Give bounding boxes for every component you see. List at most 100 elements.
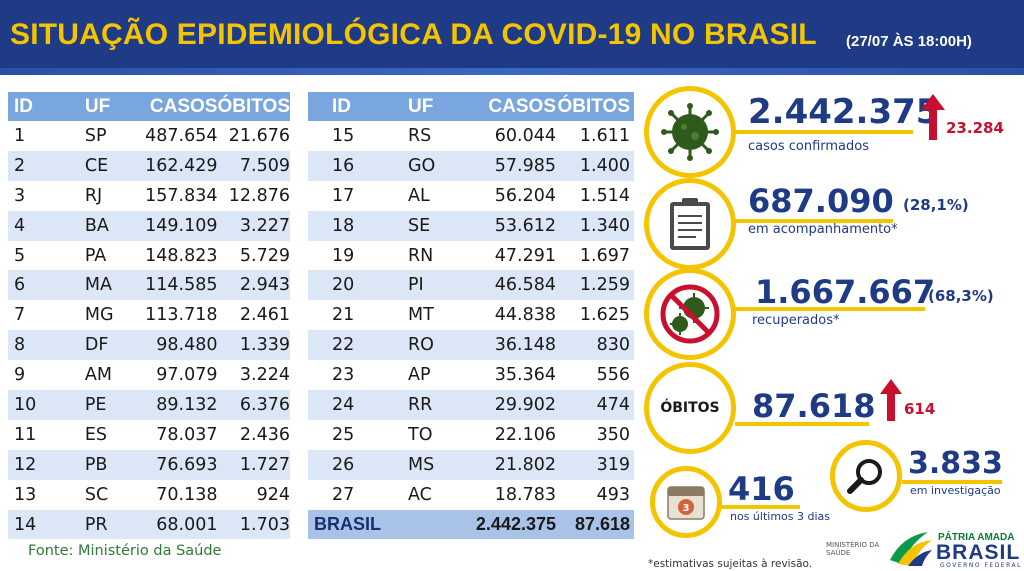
cell-uf: MA [62, 270, 133, 301]
cell-casos: 57.985 [466, 150, 556, 181]
cell-casos: 53.612 [466, 210, 556, 241]
cell-obitos: 556 [596, 365, 630, 386]
cell-casos: 35.364 [494, 365, 556, 386]
cell-obitos: 1.340 [556, 210, 634, 241]
cell-obitos: 1.727 [217, 449, 290, 480]
cell-obitos: 1.514 [579, 185, 630, 206]
clipboard-icon [670, 198, 710, 250]
clipboard-icon-circle [644, 178, 736, 270]
magnifier-icon [847, 459, 882, 494]
cell-id: 9 [14, 365, 26, 386]
cell-casos: 22.106 [494, 424, 556, 445]
table-row: 27 AC 18.783 493 [308, 480, 634, 510]
table-row: 9 AM 97.079 3.224 [8, 360, 290, 390]
footnote: *estimativas sujeitas à revisão. [648, 558, 813, 570]
cell-id: 17 [332, 185, 355, 206]
cell-obitos: 1.339 [217, 330, 290, 361]
recovered-percent: (68,3%) [928, 287, 994, 305]
total-obitos: 87.618 [556, 509, 634, 540]
cell-obitos: 830 [556, 330, 634, 361]
confirmed-underline [735, 130, 913, 134]
cell-obitos: 319 [556, 449, 634, 480]
table-row: 18 SE 53.612 1.340 [308, 210, 634, 241]
header-strip [0, 68, 1024, 75]
cell-uf: ES [84, 424, 108, 445]
page-subtitle: (27/07 ÀS 18:00H) [846, 33, 972, 50]
header-casos: CASOS [132, 92, 218, 121]
cell-obitos: 474 [556, 390, 634, 420]
cell-obitos: 3.227 [217, 210, 290, 241]
confirmed-increase: 23.284 [946, 119, 1004, 137]
table-header-row: ID UF CASOS ÓBITOS [8, 92, 290, 121]
cell-id: 12 [8, 449, 63, 480]
brasil-text: BRASIL [936, 541, 1021, 564]
cell-id: 27 [332, 484, 355, 505]
cell-obitos: 1.259 [556, 270, 634, 301]
cell-id: 19 [332, 245, 355, 266]
table-row: 16 GO 57.985 1.400 [308, 150, 634, 181]
header-id: ID [8, 92, 63, 121]
cell-uf: GO [380, 150, 466, 181]
source-note: Fonte: Ministério da Saúde [28, 543, 222, 559]
cell-uf: AM [84, 365, 112, 386]
confirmed-label: casos confirmados [748, 139, 869, 154]
table-row: 13 SC 70.138 924 [8, 480, 290, 510]
monitoring-underline [735, 219, 893, 223]
cell-casos: 157.834 [145, 185, 218, 206]
confirmed-value: 2.442.375 [748, 92, 940, 132]
cell-uf: RR [380, 390, 466, 420]
table-row: 24 RR 29.902 474 [308, 390, 634, 420]
cell-casos: 98.480 [132, 330, 218, 361]
header-bar [0, 0, 1024, 72]
cell-casos: 78.037 [156, 424, 218, 445]
table-row: 14 PR 68.001 1.703 [8, 509, 290, 540]
table-row: 3 RJ 157.834 12.876 [8, 181, 290, 211]
cell-uf: TO [408, 424, 433, 445]
monitoring-percent: (28,1%) [903, 196, 969, 214]
cell-uf: MG [84, 305, 114, 326]
table-row: 11 ES 78.037 2.436 [8, 420, 290, 450]
cell-id: 26 [308, 449, 380, 480]
cell-casos: 149.109 [132, 210, 218, 241]
cell-id: 6 [8, 270, 63, 301]
cell-id: 20 [308, 270, 380, 301]
cell-casos: 114.585 [132, 270, 218, 301]
ministerio-logo: MINISTÉRIO DA SAÚDE [826, 541, 880, 557]
cell-uf: AL [408, 185, 430, 206]
no-virus-icon [660, 284, 720, 344]
cell-uf: AC [408, 484, 432, 505]
table-row: 19 RN 47.291 1.697 [308, 241, 634, 271]
recovered-label: recuperados* [752, 313, 840, 328]
deaths-badge-label: ÓBITOS [660, 400, 720, 416]
table-row: 8 DF 98.480 1.339 [8, 330, 290, 361]
arrow-up-icon [921, 94, 945, 140]
cell-id: 14 [8, 509, 63, 540]
total-label: BRASIL [308, 509, 466, 540]
cell-casos: 36.148 [466, 330, 556, 361]
table-row: 20 PI 46.584 1.259 [308, 270, 634, 301]
monitoring-value: 687.090 [748, 182, 894, 220]
monitoring-label: em acompanhamento* [748, 222, 898, 237]
cell-uf: BA [62, 210, 133, 241]
cell-uf: PB [62, 449, 133, 480]
cell-uf: PR [62, 509, 133, 540]
last3days-value: 416 [728, 470, 795, 508]
arrow-up-icon [880, 379, 902, 421]
recovered-icon-circle [644, 268, 736, 360]
virus-icon-circle [644, 86, 736, 178]
cell-casos: 89.132 [132, 390, 218, 420]
cell-casos: 60.044 [494, 125, 556, 146]
table-row: 4 BA 149.109 3.227 [8, 210, 290, 241]
cell-obitos: 12.876 [228, 185, 290, 206]
cell-obitos: 1.611 [579, 125, 630, 146]
cell-casos: 113.718 [145, 305, 218, 326]
cell-casos: 47.291 [494, 245, 556, 266]
cell-id: 24 [308, 390, 380, 420]
cell-uf: RN [408, 245, 434, 266]
recovered-underline [735, 307, 925, 311]
cell-obitos: 350 [596, 424, 630, 445]
cell-casos: 487.654 [145, 125, 218, 146]
cell-id: 4 [8, 210, 63, 241]
table-row: 25 TO 22.106 350 [308, 420, 634, 450]
table-row: 12 PB 76.693 1.727 [8, 449, 290, 480]
